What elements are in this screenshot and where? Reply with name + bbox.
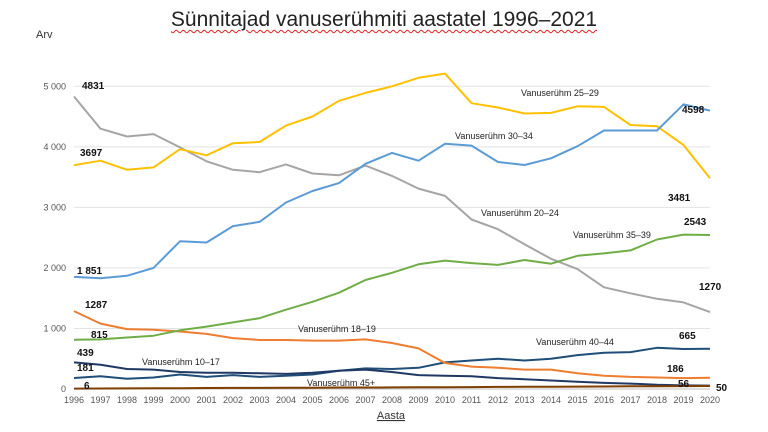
- series-name-label: Vanuserühm 40–44: [536, 337, 614, 347]
- end-value-label: 186: [667, 364, 684, 375]
- axis-ticks: 0 1 000 2 000 3 000 4 000 5 000 1996 1997 1998 19…: [43, 81, 720, 405]
- series-line: [73, 310, 711, 380]
- series-name-label: Vanuserühm 10–17: [142, 357, 220, 367]
- x-tick-label: 2002: [223, 395, 243, 405]
- series-name-label: Vanuserühm 18–19: [298, 324, 376, 334]
- x-tick-label: 2019: [673, 395, 693, 405]
- end-value-label: 665: [679, 331, 696, 342]
- x-tick-label: 2005: [302, 395, 322, 405]
- series-line: [73, 233, 711, 341]
- series-name-label: Vanuserühm 35–39: [573, 230, 651, 240]
- y-tick-label: 2 000: [43, 263, 66, 273]
- x-tick-label: 1999: [143, 395, 163, 405]
- x-tick-label: 1997: [90, 395, 110, 405]
- series-name-label: Vanuserühm 25–29: [521, 88, 599, 98]
- x-tick-label: 2006: [329, 395, 349, 405]
- x-tick-label: 2001: [196, 395, 216, 405]
- x-tick-label: 2016: [594, 395, 614, 405]
- end-value-label: 2543: [684, 217, 707, 228]
- series-line: [73, 346, 711, 380]
- x-tick-label: 2013: [514, 395, 534, 405]
- x-tick-label: 2004: [276, 395, 296, 405]
- start-value-label: 3697: [80, 148, 103, 159]
- x-tick-label: 2009: [408, 395, 428, 405]
- x-tick-label: 1998: [117, 395, 137, 405]
- series-line: [73, 361, 711, 387]
- end-value-label: 3481: [668, 193, 691, 204]
- series-name-label: Vanuserühm 20–24: [481, 208, 559, 218]
- start-value-label: 815: [91, 330, 108, 341]
- y-tick-label: 4 000: [43, 142, 66, 152]
- series-name-label: Vanuserühm 30–34: [455, 131, 533, 141]
- y-tick-label: 3 000: [43, 202, 66, 212]
- start-value-label: 1 851: [77, 266, 102, 277]
- x-axis-title: Aasta: [377, 410, 406, 422]
- series-line: [73, 72, 711, 179]
- x-tick-label: 2003: [249, 395, 269, 405]
- x-tick-label: 2018: [647, 395, 667, 405]
- series-name-label: Vanuserühm 45+: [307, 378, 375, 388]
- series-line: [73, 95, 711, 314]
- chart-title: Sünnitajad vanuserühmiti aastatel 1996–2…: [170, 8, 598, 31]
- start-value-label: 4831: [82, 81, 105, 92]
- series-lines: [73, 72, 711, 390]
- gridlines: [74, 85, 710, 390]
- y-tick-label: 1 000: [43, 323, 66, 333]
- start-value-label: 439: [77, 348, 94, 359]
- end-value-label: 56: [678, 379, 690, 390]
- x-tick-label: 2008: [382, 395, 402, 405]
- x-tick-label: 2012: [488, 395, 508, 405]
- end-value-label: 1270: [699, 282, 722, 293]
- series-line: [73, 103, 711, 280]
- data-labels: 181 665 Vanuserühm 10–17 1287 186 Vanuserühm …: [77, 81, 728, 394]
- end-value-label: 4598: [682, 105, 705, 116]
- x-tick-label: 2007: [355, 395, 375, 405]
- x-tick-label: 2020: [700, 395, 720, 405]
- x-tick-label: 2015: [567, 395, 587, 405]
- x-tick-label: 2011: [462, 395, 481, 405]
- x-tick-label: 1996: [64, 395, 84, 405]
- x-tick-label: 2010: [435, 395, 455, 405]
- y-axis-title: Arv: [36, 29, 53, 41]
- series-line: [73, 385, 711, 390]
- x-tick-label: 2014: [541, 395, 561, 405]
- y-tick-label: 0: [61, 384, 66, 394]
- end-value-label: 50: [716, 383, 728, 394]
- start-value-label: 181: [77, 363, 94, 374]
- start-value-label: 1287: [85, 300, 108, 311]
- x-tick-label: 2017: [620, 395, 640, 405]
- x-tick-label: 2000: [170, 395, 190, 405]
- start-value-label: 6: [84, 381, 90, 392]
- y-tick-label: 5 000: [43, 81, 66, 91]
